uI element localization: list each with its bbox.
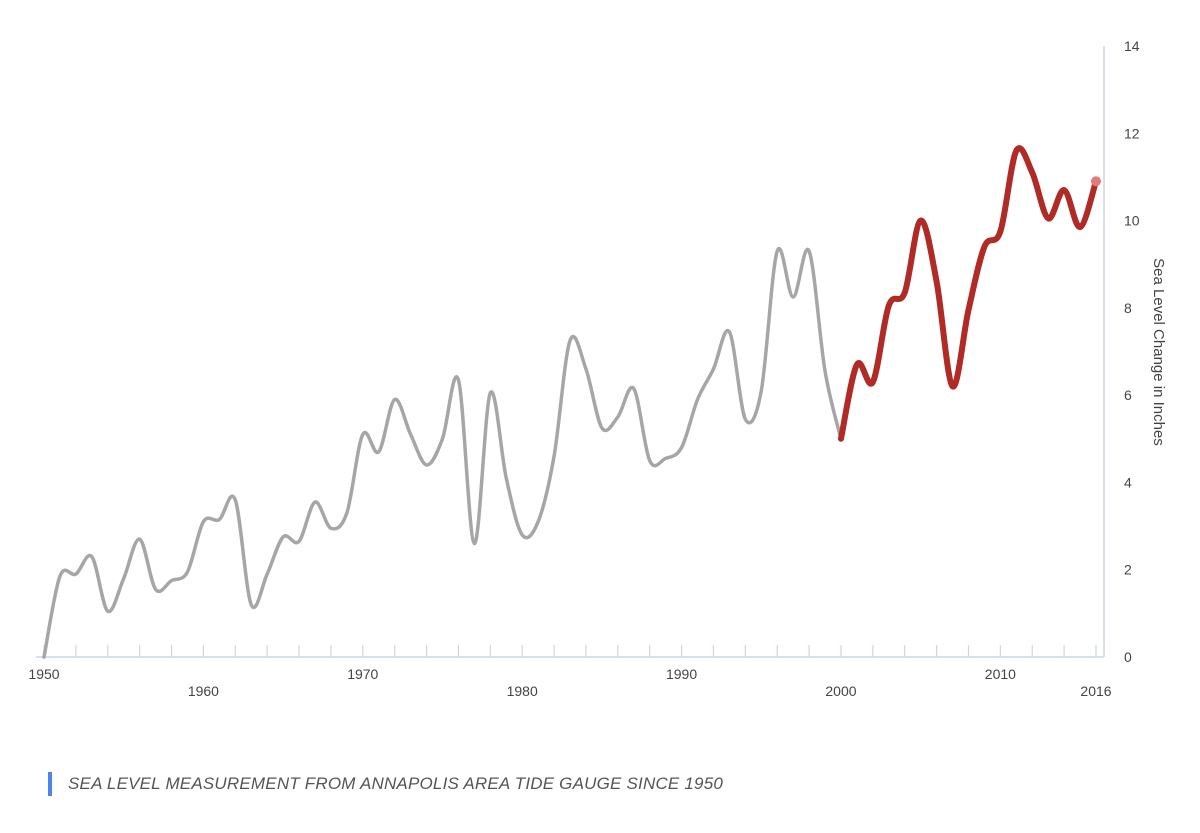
- x-tick-label: 1960: [188, 683, 219, 699]
- sea-level-chart: 0 2 4 6 8 10 12 14 1950 1960 1970 1980 1990 2000 2010…: [28, 38, 1167, 699]
- x-tick-label: 2000: [825, 683, 856, 699]
- y-tick-label: 10: [1124, 213, 1140, 229]
- chart-caption: SEA LEVEL MEASUREMENT FROM ANNAPOLIS ARE…: [48, 772, 723, 796]
- y-tick-label: 2: [1124, 562, 1132, 578]
- y-axis-title: Sea Level Change in Inches: [1150, 258, 1167, 446]
- y-tick-label: 12: [1124, 125, 1140, 141]
- x-tick-label: 2010: [985, 666, 1016, 682]
- caption-text: SEA LEVEL MEASUREMENT FROM ANNAPOLIS ARE…: [68, 774, 723, 793]
- y-tick-label: 4: [1124, 474, 1132, 490]
- series-lines: [42, 145, 1101, 659]
- x-tick-label: 1980: [507, 683, 538, 699]
- y-tick-label: 0: [1124, 649, 1132, 665]
- y-tick-label: 14: [1124, 38, 1140, 54]
- y-tick-label: 8: [1124, 300, 1132, 316]
- x-tick-label: 1950: [28, 666, 59, 682]
- x-tick-label: 2016: [1080, 683, 1111, 699]
- y-tick-label: 6: [1124, 387, 1132, 403]
- series-end-marker[interactable]: [1091, 176, 1101, 187]
- series-line-recent: [837, 145, 1099, 442]
- caption-accent-bar: [48, 772, 52, 796]
- x-axis-tick-labels: 1950 1960 1970 1980 1990 2000 2010 2016: [28, 666, 1111, 699]
- y-axis-tick-labels: 0 2 4 6 8 10 12 14: [1124, 38, 1140, 665]
- x-tick-label: 1990: [666, 666, 697, 682]
- x-tick-label: 1970: [347, 666, 378, 682]
- series-line-historic: [42, 246, 843, 659]
- x-axis-minor-ticks: [43, 645, 1097, 657]
